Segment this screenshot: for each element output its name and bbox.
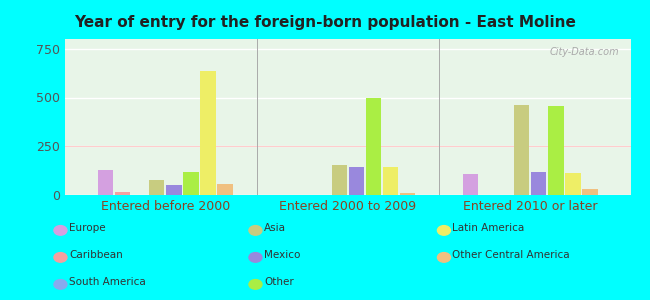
Bar: [366, 98, 381, 195]
Bar: [348, 167, 364, 195]
Text: City-Data.com: City-Data.com: [549, 47, 619, 57]
Bar: [531, 172, 547, 195]
Bar: [218, 184, 233, 195]
Bar: [200, 71, 216, 195]
Text: Asia: Asia: [264, 223, 286, 233]
Bar: [183, 172, 199, 195]
Bar: [383, 167, 398, 195]
Text: Other: Other: [264, 277, 294, 287]
Text: South America: South America: [69, 277, 146, 287]
Bar: [400, 193, 415, 195]
Bar: [514, 105, 529, 195]
Bar: [582, 189, 598, 195]
Text: Other Central America: Other Central America: [452, 250, 570, 260]
Bar: [149, 180, 164, 195]
Text: Year of entry for the foreign-born population - East Moline: Year of entry for the foreign-born popul…: [74, 15, 576, 30]
Bar: [166, 185, 181, 195]
Text: Mexico: Mexico: [264, 250, 300, 260]
Text: Europe: Europe: [69, 223, 105, 233]
Bar: [463, 173, 478, 195]
Bar: [115, 192, 130, 195]
Text: Caribbean: Caribbean: [69, 250, 123, 260]
Text: Latin America: Latin America: [452, 223, 525, 233]
Bar: [98, 170, 113, 195]
Bar: [566, 172, 580, 195]
Bar: [332, 165, 347, 195]
Bar: [548, 106, 564, 195]
